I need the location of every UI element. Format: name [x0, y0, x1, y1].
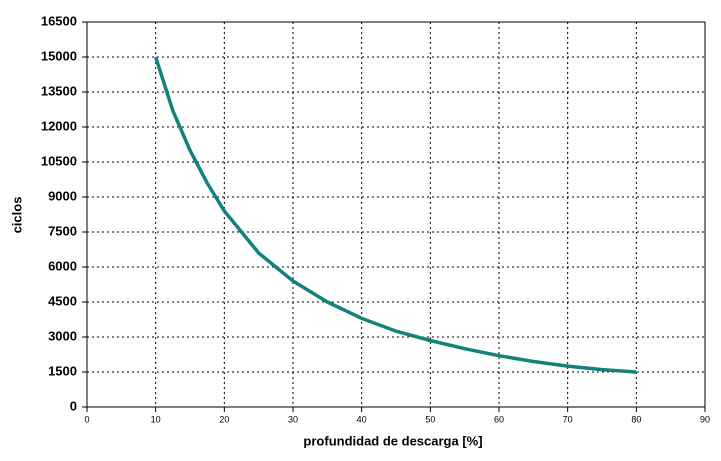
- x-tick-label: 60: [494, 414, 504, 424]
- x-tick-label: 10: [151, 414, 161, 424]
- plot-frame: [86, 21, 706, 408]
- y-tick-label: 15000: [41, 48, 77, 63]
- y-tick-label: 0: [70, 398, 77, 413]
- y-tick-label: 9000: [48, 188, 77, 203]
- y-tick-label: 6000: [48, 258, 77, 273]
- y-tick-label: 1500: [48, 363, 77, 378]
- data-line: [154, 56, 637, 374]
- x-tick-label: 70: [563, 414, 573, 424]
- y-tick-label: 12000: [41, 118, 77, 133]
- y-tick-label: 13500: [41, 83, 77, 98]
- y-axis-label: ciclos: [9, 197, 24, 234]
- x-axis-label: profundidad de descarga [%]: [303, 433, 482, 448]
- y-tick-label: 3000: [48, 328, 77, 343]
- y-tick-label: 4500: [48, 293, 77, 308]
- x-tick-label: 20: [219, 414, 229, 424]
- x-tick-label: 80: [631, 414, 641, 424]
- x-tick-label: 0: [84, 414, 89, 424]
- x-tick-label: 90: [700, 414, 710, 424]
- y-tick-label: 16500: [41, 13, 77, 28]
- x-tick-label: 30: [288, 414, 298, 424]
- y-tick-label: 10500: [41, 153, 77, 168]
- x-tick-label: 40: [357, 414, 367, 424]
- y-tick-label: 7500: [48, 223, 77, 238]
- x-tick-label: 50: [425, 414, 435, 424]
